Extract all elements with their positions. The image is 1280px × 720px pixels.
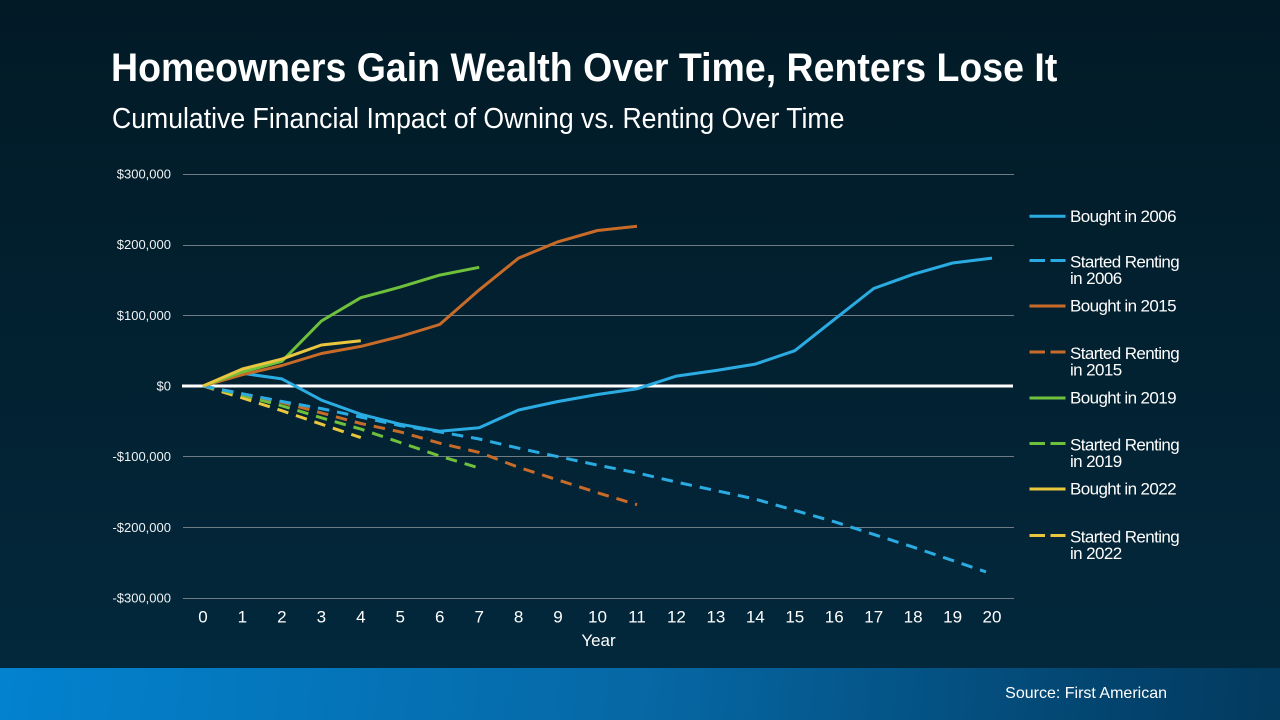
svg-text:18: 18 (904, 607, 923, 626)
svg-text:1: 1 (238, 607, 247, 626)
svg-text:$100,000: $100,000 (117, 308, 171, 323)
svg-text:3: 3 (317, 607, 326, 626)
svg-text:Bought in 2022: Bought in 2022 (1070, 480, 1176, 499)
svg-text:11: 11 (628, 607, 646, 626)
svg-text:6: 6 (435, 607, 444, 626)
svg-text:Bought in 2019: Bought in 2019 (1070, 389, 1176, 408)
svg-text:15: 15 (785, 607, 804, 626)
svg-text:0: 0 (198, 607, 207, 626)
svg-text:-$300,000: -$300,000 (112, 591, 171, 606)
svg-text:$0: $0 (157, 379, 171, 394)
svg-text:Started Renting: Started Renting (1070, 344, 1179, 363)
svg-text:13: 13 (706, 607, 725, 626)
svg-text:in 2019: in 2019 (1070, 452, 1122, 471)
svg-text:17: 17 (864, 607, 883, 626)
svg-text:-$100,000: -$100,000 (112, 449, 171, 464)
svg-text:$200,000: $200,000 (117, 237, 171, 252)
svg-text:16: 16 (825, 607, 844, 626)
svg-text:10: 10 (588, 607, 607, 626)
svg-text:Started Renting: Started Renting (1070, 435, 1179, 454)
svg-text:4: 4 (356, 607, 365, 626)
svg-text:Bought in 2006: Bought in 2006 (1070, 207, 1176, 226)
svg-text:7: 7 (474, 607, 483, 626)
svg-text:$300,000: $300,000 (117, 167, 171, 182)
svg-text:Year: Year (581, 631, 616, 650)
svg-text:Started Renting: Started Renting (1070, 252, 1179, 271)
svg-text:Started Renting: Started Renting (1070, 527, 1179, 546)
svg-text:-$200,000: -$200,000 (112, 520, 171, 535)
svg-text:20: 20 (983, 607, 1002, 626)
svg-text:in 2022: in 2022 (1070, 544, 1122, 563)
svg-text:12: 12 (667, 607, 686, 626)
svg-text:5: 5 (395, 607, 404, 626)
svg-text:in 2006: in 2006 (1070, 269, 1122, 288)
svg-text:14: 14 (746, 607, 765, 626)
svg-text:19: 19 (943, 607, 962, 626)
svg-text:2: 2 (277, 607, 286, 626)
svg-text:Bought in 2015: Bought in 2015 (1070, 297, 1176, 316)
svg-text:8: 8 (514, 607, 523, 626)
svg-text:9: 9 (553, 607, 562, 626)
svg-text:in 2015: in 2015 (1070, 360, 1122, 379)
